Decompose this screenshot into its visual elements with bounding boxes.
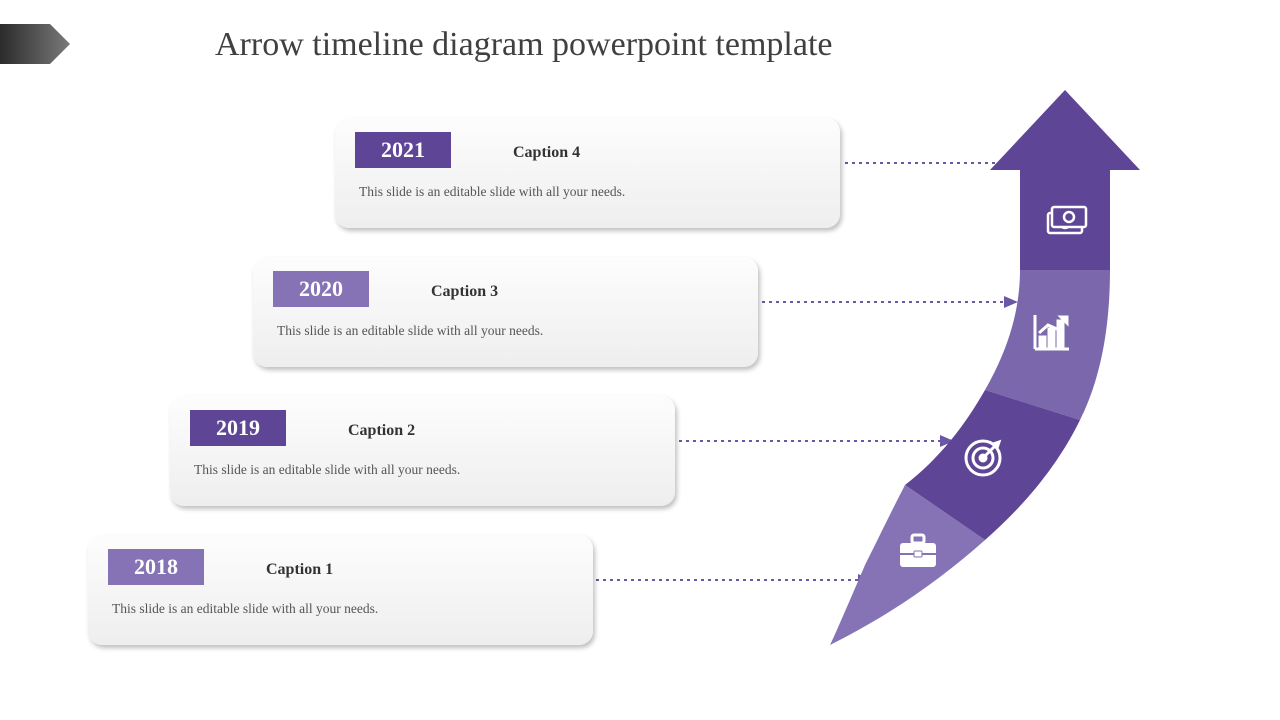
title-bullet-icon bbox=[0, 24, 70, 64]
timeline-card: 2018 Caption 1 This slide is an editable… bbox=[88, 535, 593, 645]
card-desc: This slide is an editable slide with all… bbox=[277, 323, 736, 339]
timeline-card: 2020 Caption 3 This slide is an editable… bbox=[253, 257, 758, 367]
card-desc: This slide is an editable slide with all… bbox=[359, 184, 818, 200]
year-badge: 2021 bbox=[355, 132, 451, 168]
timeline-card: 2019 Caption 2 This slide is an editable… bbox=[170, 396, 675, 506]
card-desc: This slide is an editable slide with all… bbox=[112, 601, 571, 617]
year-badge: 2020 bbox=[273, 271, 369, 307]
caption-label: Caption 1 bbox=[266, 561, 333, 579]
year-badge: 2019 bbox=[190, 410, 286, 446]
growth-arrow bbox=[830, 90, 1250, 690]
card-desc: This slide is an editable slide with all… bbox=[194, 462, 653, 478]
timeline-card: 2021 Caption 4 This slide is an editable… bbox=[335, 118, 840, 228]
caption-label: Caption 4 bbox=[513, 144, 580, 162]
slide-title: Arrow timeline diagram powerpoint templa… bbox=[215, 26, 832, 64]
caption-label: Caption 3 bbox=[431, 283, 498, 301]
year-badge: 2018 bbox=[108, 549, 204, 585]
arrow-head bbox=[990, 90, 1140, 170]
caption-label: Caption 2 bbox=[348, 422, 415, 440]
